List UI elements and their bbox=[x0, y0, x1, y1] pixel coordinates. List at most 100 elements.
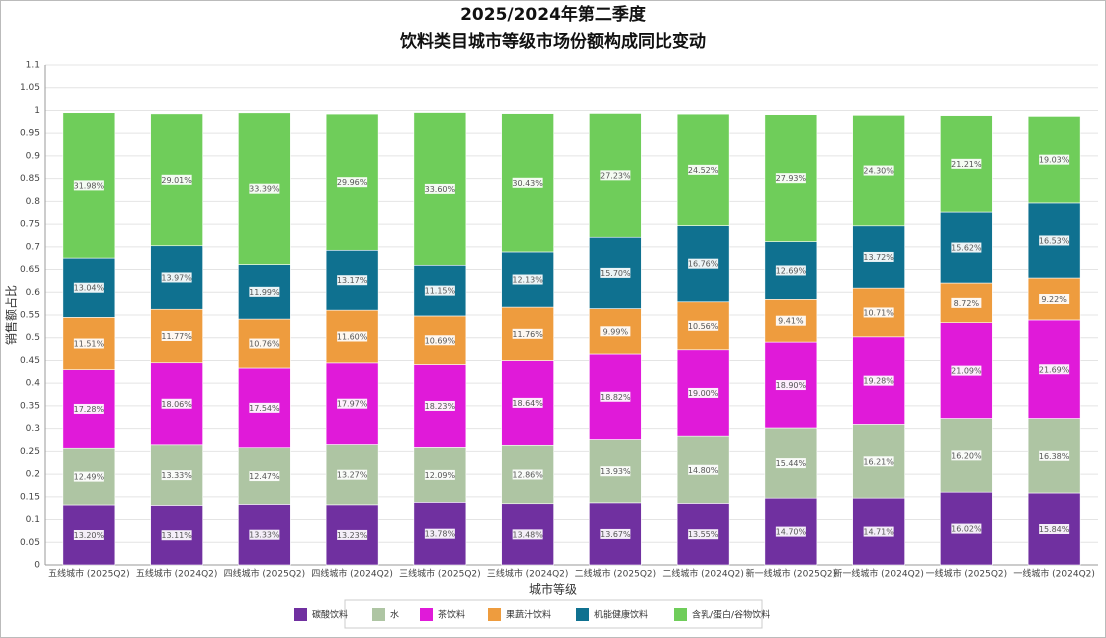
value-label: 13.67% bbox=[600, 530, 631, 539]
value-label: 15.62% bbox=[951, 244, 982, 253]
value-label: 16.02% bbox=[951, 525, 982, 534]
value-label-bg bbox=[863, 375, 894, 386]
value-label-bg bbox=[688, 320, 719, 331]
value-label-bg bbox=[512, 529, 543, 540]
value-label: 10.71% bbox=[863, 308, 894, 317]
value-label: 17.54% bbox=[249, 404, 280, 413]
value-label: 13.04% bbox=[74, 284, 105, 293]
y-tick-label: 0 bbox=[34, 561, 40, 571]
x-tick-label: 一线城市 (2025Q2) bbox=[926, 568, 1008, 580]
x-tick-label: 四线城市 (2024Q2) bbox=[311, 568, 393, 580]
x-tick-label: 五线城市 (2025Q2) bbox=[48, 568, 130, 580]
value-label: 13.33% bbox=[161, 471, 192, 480]
value-label: 16.53% bbox=[1039, 236, 1070, 245]
value-label: 9.41% bbox=[778, 317, 804, 326]
x-tick-label: 二线城市 (2024Q2) bbox=[662, 568, 744, 580]
value-label-bg bbox=[1039, 364, 1070, 375]
y-tick-label: 0.5 bbox=[26, 333, 40, 343]
value-label: 14.70% bbox=[776, 528, 807, 537]
value-label-bg bbox=[600, 267, 631, 278]
value-label-bg bbox=[863, 456, 894, 467]
value-label-bg bbox=[424, 469, 455, 480]
legend-swatch bbox=[420, 608, 433, 621]
value-label-bg bbox=[161, 398, 192, 409]
legend-label: 机能健康饮料 bbox=[594, 609, 648, 621]
value-label-bg bbox=[161, 470, 192, 481]
value-label-bg bbox=[249, 471, 280, 482]
value-label: 11.77% bbox=[161, 332, 192, 341]
value-label: 12.86% bbox=[512, 471, 543, 480]
value-label-bg bbox=[951, 242, 982, 253]
value-label: 29.96% bbox=[337, 178, 368, 187]
value-label: 15.84% bbox=[1039, 525, 1070, 534]
value-label-bg bbox=[775, 173, 806, 184]
legend-swatch bbox=[674, 608, 687, 621]
value-label: 14.80% bbox=[688, 466, 719, 475]
value-label-bg bbox=[249, 338, 280, 349]
value-label-bg bbox=[863, 251, 894, 262]
x-tick-label: 三线城市 (2024Q2) bbox=[487, 568, 569, 580]
value-label: 16.76% bbox=[688, 260, 719, 269]
y-tick-label: 0.35 bbox=[20, 401, 40, 411]
value-label: 27.23% bbox=[600, 171, 631, 180]
value-label: 13.11% bbox=[161, 531, 192, 540]
value-label: 15.70% bbox=[600, 269, 631, 278]
legend-label: 茶饮料 bbox=[438, 609, 465, 621]
x-tick-label: 新一线城市 (2024Q2) bbox=[833, 568, 924, 580]
value-label-bg bbox=[337, 469, 368, 480]
value-label-bg bbox=[337, 177, 368, 188]
value-label-bg bbox=[951, 450, 982, 461]
value-label: 16.20% bbox=[951, 451, 982, 460]
legend-box bbox=[344, 599, 763, 629]
y-tick-label: 1.1 bbox=[26, 61, 40, 71]
value-label-bg bbox=[600, 391, 631, 402]
value-label: 29.01% bbox=[161, 176, 192, 185]
value-label-bg bbox=[1039, 524, 1070, 534]
legend-label: 碳酸饮料 bbox=[312, 609, 348, 621]
value-label: 15.44% bbox=[776, 459, 807, 468]
value-label-bg bbox=[512, 397, 543, 408]
value-label-bg bbox=[688, 258, 719, 269]
value-label-bg bbox=[951, 297, 982, 308]
value-label-bg bbox=[688, 387, 719, 398]
value-label-bg bbox=[1039, 294, 1070, 304]
value-label: 11.60% bbox=[337, 333, 368, 342]
value-label: 21.69% bbox=[1039, 365, 1070, 374]
y-tick-label: 0.45 bbox=[20, 356, 40, 366]
value-label: 16.38% bbox=[1039, 452, 1070, 461]
bar-segment bbox=[852, 225, 905, 289]
value-label-bg bbox=[161, 272, 192, 283]
value-label: 10.76% bbox=[249, 340, 280, 349]
value-label-bg bbox=[600, 170, 631, 181]
value-label: 13.93% bbox=[600, 467, 631, 476]
value-label-bg bbox=[863, 307, 894, 318]
value-label-bg bbox=[73, 282, 104, 293]
y-tick-label: 0.3 bbox=[26, 424, 40, 434]
value-label-bg bbox=[600, 528, 631, 539]
value-label-bg bbox=[73, 403, 104, 414]
value-label-bg bbox=[863, 526, 894, 537]
value-label: 33.39% bbox=[249, 185, 280, 194]
value-label-bg bbox=[775, 526, 806, 537]
value-label-bg bbox=[337, 398, 368, 409]
value-label-bg bbox=[512, 328, 543, 339]
value-label: 24.52% bbox=[688, 166, 719, 175]
value-label-bg bbox=[161, 174, 192, 185]
value-label: 11.99% bbox=[249, 288, 280, 297]
chart-title: 2025/2024年第二季度 bbox=[460, 4, 647, 25]
legend-swatch bbox=[372, 608, 385, 621]
value-label-bg bbox=[249, 183, 280, 194]
value-label: 12.69% bbox=[776, 266, 807, 275]
value-label: 19.28% bbox=[863, 377, 894, 386]
x-tick-label: 四线城市 (2025Q2) bbox=[224, 568, 306, 580]
x-tick-label: 新一线城市 (2025Q2) bbox=[746, 568, 837, 580]
value-label: 13.72% bbox=[863, 253, 894, 262]
legend-label: 水 bbox=[390, 609, 399, 621]
legend-swatch bbox=[576, 608, 589, 621]
value-label: 31.98% bbox=[74, 181, 105, 190]
value-label-bg bbox=[775, 265, 806, 276]
value-label-bg bbox=[161, 530, 192, 541]
x-tick-label: 五线城市 (2024Q2) bbox=[136, 568, 218, 580]
value-label-bg bbox=[688, 464, 719, 475]
